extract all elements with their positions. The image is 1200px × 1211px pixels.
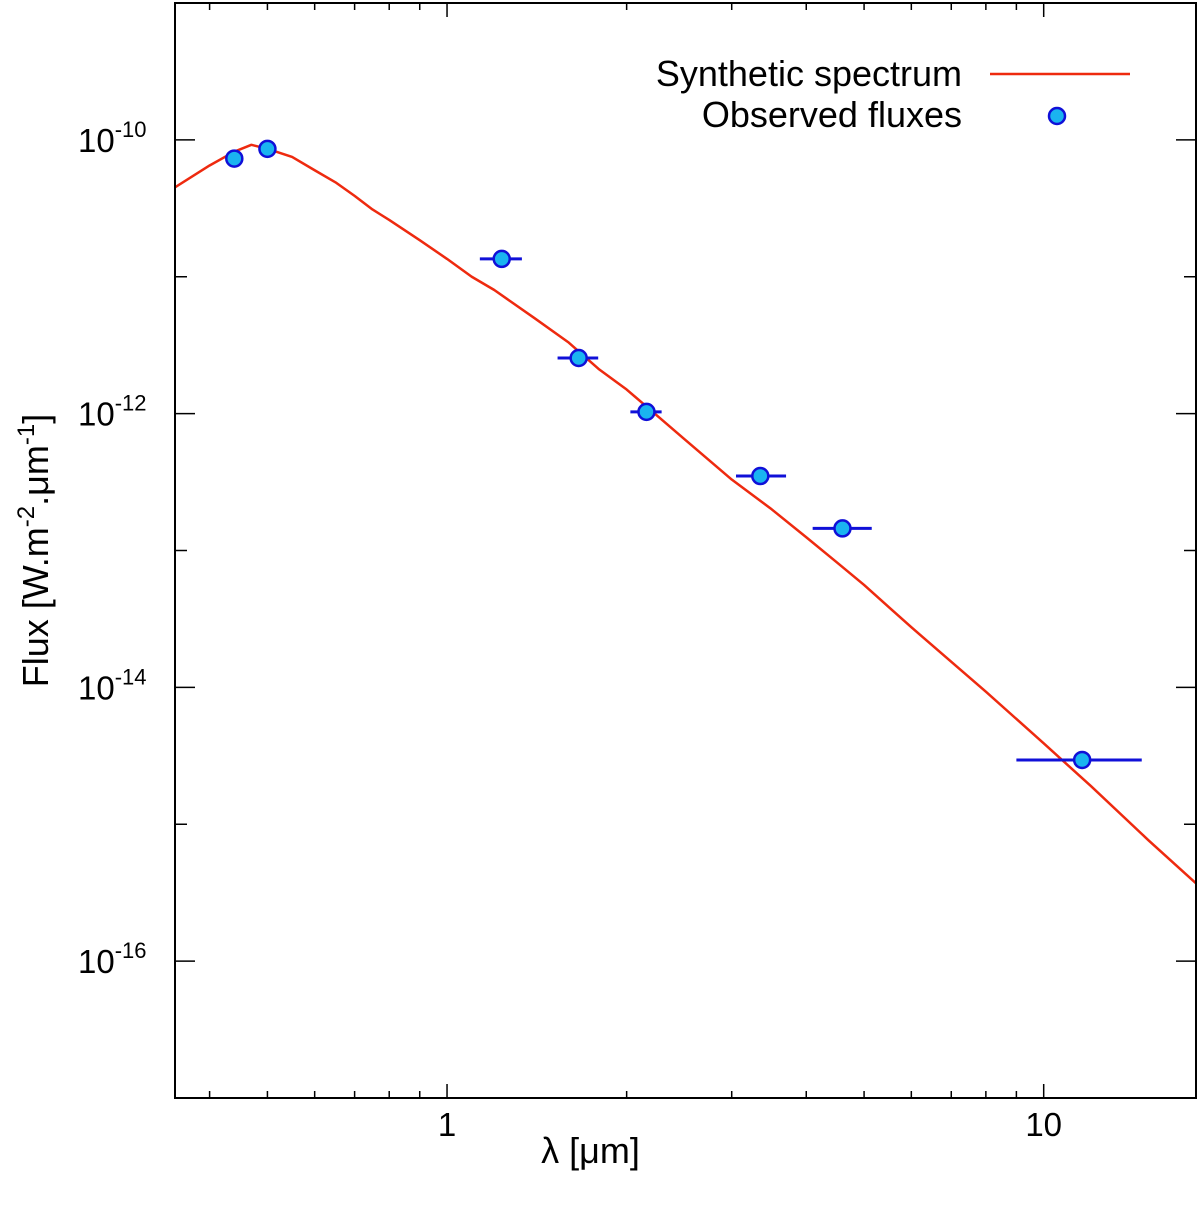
observed-flux-point xyxy=(833,519,852,538)
plot-frame xyxy=(174,2,1197,1099)
y-tick-exponent: -10 xyxy=(115,117,147,142)
y-tick-exponent: -12 xyxy=(115,391,147,416)
x-tick-labels: 1 10 xyxy=(438,1106,1062,1143)
y-tick-label: 10-14 xyxy=(78,664,147,706)
observed-flux-point xyxy=(225,149,244,168)
y-label-suffix: ] xyxy=(15,414,56,424)
tick-marks xyxy=(175,2,1196,1099)
legend-label-observed-fluxes: Observed fluxes xyxy=(702,94,962,135)
y-label-mid: .μm xyxy=(15,445,56,506)
y-axis-label: Flux [W.m-2.μm-1] xyxy=(13,414,56,687)
plot-area xyxy=(175,139,1196,885)
y-label-exp1: -2 xyxy=(13,506,40,527)
y-tick-base: 10 xyxy=(78,943,115,980)
y-tick-base: 10 xyxy=(78,669,115,706)
y-tick-base: 10 xyxy=(78,122,115,159)
legend-marker-swatch xyxy=(1047,106,1067,126)
observed-flux-point xyxy=(751,466,770,486)
y-tick-label: 10-16 xyxy=(78,938,147,980)
observed-flux-point xyxy=(1072,750,1092,770)
y-tick-label: 10-12 xyxy=(78,391,147,433)
observed-flux-point xyxy=(258,139,277,159)
legend: Synthetic spectrum Observed fluxes xyxy=(656,53,1130,135)
y-tick-label: 10-10 xyxy=(78,117,147,159)
legend-label-synthetic-spectrum: Synthetic spectrum xyxy=(656,53,962,94)
x-axis-label: λ [μm] xyxy=(541,1130,640,1171)
y-tick-base: 10 xyxy=(78,396,115,433)
x-tick-label: 10 xyxy=(1025,1106,1062,1143)
x-tick-label: 1 xyxy=(438,1106,456,1143)
observed-flux-point xyxy=(569,348,588,368)
y-label-exp2: -1 xyxy=(13,424,40,445)
y-label-prefix: Flux [W.m xyxy=(15,527,56,687)
y-tick-exponent: -14 xyxy=(115,664,147,689)
observed-flux-point xyxy=(492,249,511,269)
y-tick-exponent: -16 xyxy=(115,938,147,963)
observed-flux-point xyxy=(637,402,656,422)
synthetic-spectrum-line xyxy=(175,143,1196,885)
